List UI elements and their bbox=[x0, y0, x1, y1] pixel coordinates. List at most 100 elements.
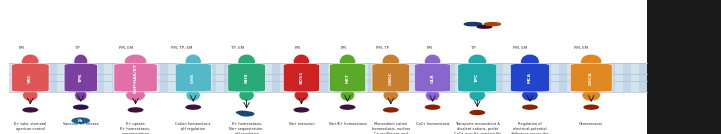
Ellipse shape bbox=[340, 54, 355, 69]
Bar bbox=[519, 63, 527, 92]
Text: TP: TP bbox=[76, 46, 80, 50]
Bar bbox=[583, 63, 591, 92]
Bar bbox=[319, 63, 327, 92]
Bar bbox=[495, 63, 503, 92]
Bar bbox=[272, 63, 280, 92]
Bar bbox=[208, 63, 216, 92]
FancyBboxPatch shape bbox=[510, 64, 549, 92]
Text: K+ uptake,
K+ homeostasis,
osmoregulation: K+ uptake, K+ homeostasis, osmoregulatio… bbox=[120, 122, 151, 134]
Bar bbox=[352, 63, 360, 92]
Bar bbox=[136, 63, 144, 92]
Text: Na: Na bbox=[78, 119, 84, 123]
Bar bbox=[40, 63, 48, 92]
Ellipse shape bbox=[294, 89, 309, 101]
Bar bbox=[168, 63, 176, 92]
Text: K+ homeostasis,
Na+ sequestration,
pH regulation: K+ homeostasis, Na+ sequestration, pH re… bbox=[229, 122, 264, 134]
Ellipse shape bbox=[23, 89, 38, 101]
Ellipse shape bbox=[239, 111, 255, 117]
Bar bbox=[464, 63, 472, 92]
Bar bbox=[17, 63, 25, 92]
Bar bbox=[479, 63, 487, 92]
Bar bbox=[439, 63, 447, 92]
Text: NHX: NHX bbox=[244, 72, 249, 83]
Ellipse shape bbox=[22, 54, 39, 69]
Bar bbox=[9, 63, 647, 92]
Bar bbox=[368, 63, 376, 92]
Bar bbox=[152, 63, 160, 92]
Bar bbox=[647, 0, 721, 134]
Ellipse shape bbox=[71, 117, 90, 124]
Bar bbox=[591, 63, 599, 92]
Bar bbox=[184, 63, 192, 92]
Text: Regulation of
electrical potential
difference across the
membranes: Regulation of electrical potential diffe… bbox=[511, 122, 549, 134]
Bar bbox=[344, 63, 352, 92]
FancyBboxPatch shape bbox=[228, 64, 265, 92]
FancyBboxPatch shape bbox=[12, 64, 49, 92]
Circle shape bbox=[464, 23, 482, 26]
Ellipse shape bbox=[340, 89, 355, 101]
Text: PM, TP: PM, TP bbox=[376, 46, 389, 50]
Text: MCA: MCA bbox=[528, 72, 532, 83]
Text: GLR: GLR bbox=[430, 73, 435, 83]
Bar bbox=[280, 63, 288, 92]
Bar bbox=[384, 63, 392, 92]
Text: PM, EM: PM, EM bbox=[513, 46, 528, 50]
Ellipse shape bbox=[382, 54, 399, 69]
Bar bbox=[336, 63, 344, 92]
Bar bbox=[9, 63, 17, 92]
Ellipse shape bbox=[583, 105, 599, 110]
Bar bbox=[543, 63, 551, 92]
Ellipse shape bbox=[293, 107, 309, 113]
Ellipse shape bbox=[469, 89, 485, 101]
Bar bbox=[527, 63, 535, 92]
Ellipse shape bbox=[236, 111, 249, 115]
Bar bbox=[296, 63, 304, 92]
Bar bbox=[639, 63, 647, 92]
Bar bbox=[599, 63, 607, 92]
Bar bbox=[56, 63, 64, 92]
FancyBboxPatch shape bbox=[175, 64, 211, 92]
Text: Vacuolar K+ release: Vacuolar K+ release bbox=[63, 122, 99, 126]
Ellipse shape bbox=[75, 89, 87, 101]
Bar bbox=[615, 63, 623, 92]
Ellipse shape bbox=[73, 105, 89, 110]
Text: PM, TP, EM: PM, TP, EM bbox=[171, 46, 193, 50]
Ellipse shape bbox=[185, 54, 201, 69]
Bar bbox=[327, 63, 336, 92]
Text: VKC: VKC bbox=[28, 73, 32, 83]
Ellipse shape bbox=[425, 105, 441, 110]
Ellipse shape bbox=[186, 89, 200, 101]
Text: Monovalent cation
homeostasis, nuclear
Ca oscillations and
mediate a targeted
nu: Monovalent cation homeostasis, nuclear C… bbox=[371, 122, 410, 134]
Ellipse shape bbox=[128, 107, 143, 113]
Text: CNGC: CNGC bbox=[389, 71, 393, 85]
Bar bbox=[623, 63, 631, 92]
Bar bbox=[472, 63, 479, 92]
Bar bbox=[399, 63, 407, 92]
Ellipse shape bbox=[126, 89, 145, 101]
Bar bbox=[559, 63, 567, 92]
Ellipse shape bbox=[22, 107, 38, 113]
Bar bbox=[535, 63, 543, 92]
Bar bbox=[311, 63, 319, 92]
Bar bbox=[360, 63, 368, 92]
Bar bbox=[288, 63, 296, 92]
Text: HKT: HKT bbox=[345, 73, 350, 83]
FancyBboxPatch shape bbox=[458, 64, 497, 92]
Bar bbox=[447, 63, 455, 92]
Bar bbox=[456, 63, 464, 92]
Bar bbox=[89, 63, 97, 92]
FancyBboxPatch shape bbox=[372, 64, 410, 92]
FancyBboxPatch shape bbox=[415, 64, 451, 92]
FancyBboxPatch shape bbox=[114, 64, 157, 92]
Bar bbox=[224, 63, 232, 92]
Circle shape bbox=[477, 25, 492, 28]
Ellipse shape bbox=[522, 89, 538, 101]
Bar bbox=[487, 63, 495, 92]
Text: PM: PM bbox=[295, 46, 301, 50]
Ellipse shape bbox=[384, 89, 398, 101]
Bar bbox=[431, 63, 439, 92]
Bar bbox=[48, 63, 56, 92]
Ellipse shape bbox=[425, 54, 441, 69]
Bar bbox=[551, 63, 559, 92]
Bar bbox=[176, 63, 184, 92]
